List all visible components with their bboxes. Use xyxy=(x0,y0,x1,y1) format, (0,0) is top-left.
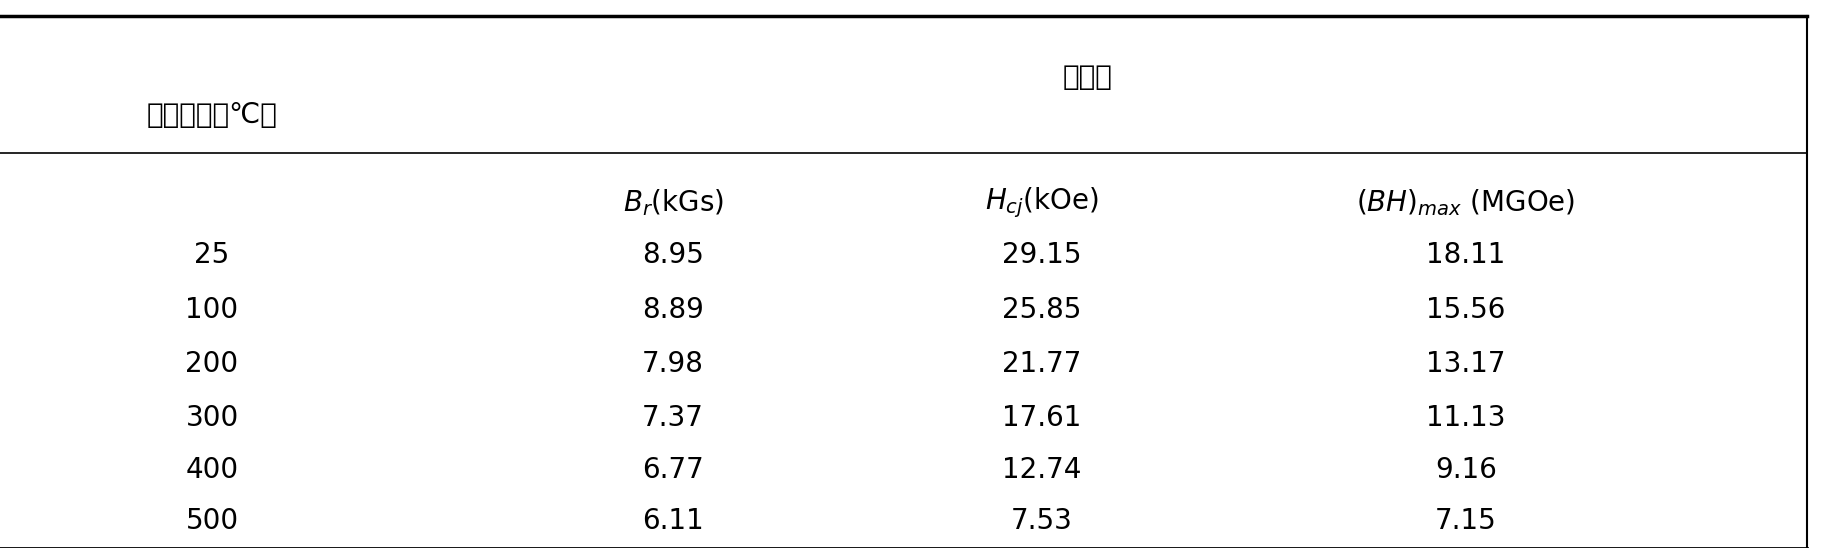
Text: 200: 200 xyxy=(186,350,238,379)
Text: 17.61: 17.61 xyxy=(1001,403,1082,432)
Text: 25.85: 25.85 xyxy=(1001,295,1082,324)
Text: $(BH)_{max}$ (MGOe): $(BH)_{max}$ (MGOe) xyxy=(1357,187,1575,218)
Text: $H_{cj}$(kOe): $H_{cj}$(kOe) xyxy=(985,185,1099,220)
Text: 9.16: 9.16 xyxy=(1435,455,1497,484)
Text: 500: 500 xyxy=(186,506,238,535)
Text: 测试温度（℃）: 测试温度（℃） xyxy=(148,101,277,129)
Text: 7.53: 7.53 xyxy=(1011,506,1073,535)
Text: 100: 100 xyxy=(186,295,238,324)
Text: 6.11: 6.11 xyxy=(642,506,704,535)
Text: 25: 25 xyxy=(194,241,230,269)
Text: 7.37: 7.37 xyxy=(642,403,704,432)
Text: 磁性能: 磁性能 xyxy=(1062,62,1114,91)
Text: 12.74: 12.74 xyxy=(1001,455,1082,484)
Text: 13.17: 13.17 xyxy=(1425,350,1507,379)
Text: 8.89: 8.89 xyxy=(642,295,704,324)
Text: 6.77: 6.77 xyxy=(642,455,704,484)
Text: 7.15: 7.15 xyxy=(1435,506,1497,535)
Text: 29.15: 29.15 xyxy=(1001,241,1082,269)
Text: 300: 300 xyxy=(186,403,238,432)
Text: 21.77: 21.77 xyxy=(1001,350,1082,379)
Text: $B_r$(kGs): $B_r$(kGs) xyxy=(623,187,723,218)
Text: 15.56: 15.56 xyxy=(1425,295,1507,324)
Text: 11.13: 11.13 xyxy=(1425,403,1507,432)
Text: 400: 400 xyxy=(186,455,238,484)
Text: 18.11: 18.11 xyxy=(1425,241,1507,269)
Text: 8.95: 8.95 xyxy=(642,241,704,269)
Text: 7.98: 7.98 xyxy=(642,350,704,379)
